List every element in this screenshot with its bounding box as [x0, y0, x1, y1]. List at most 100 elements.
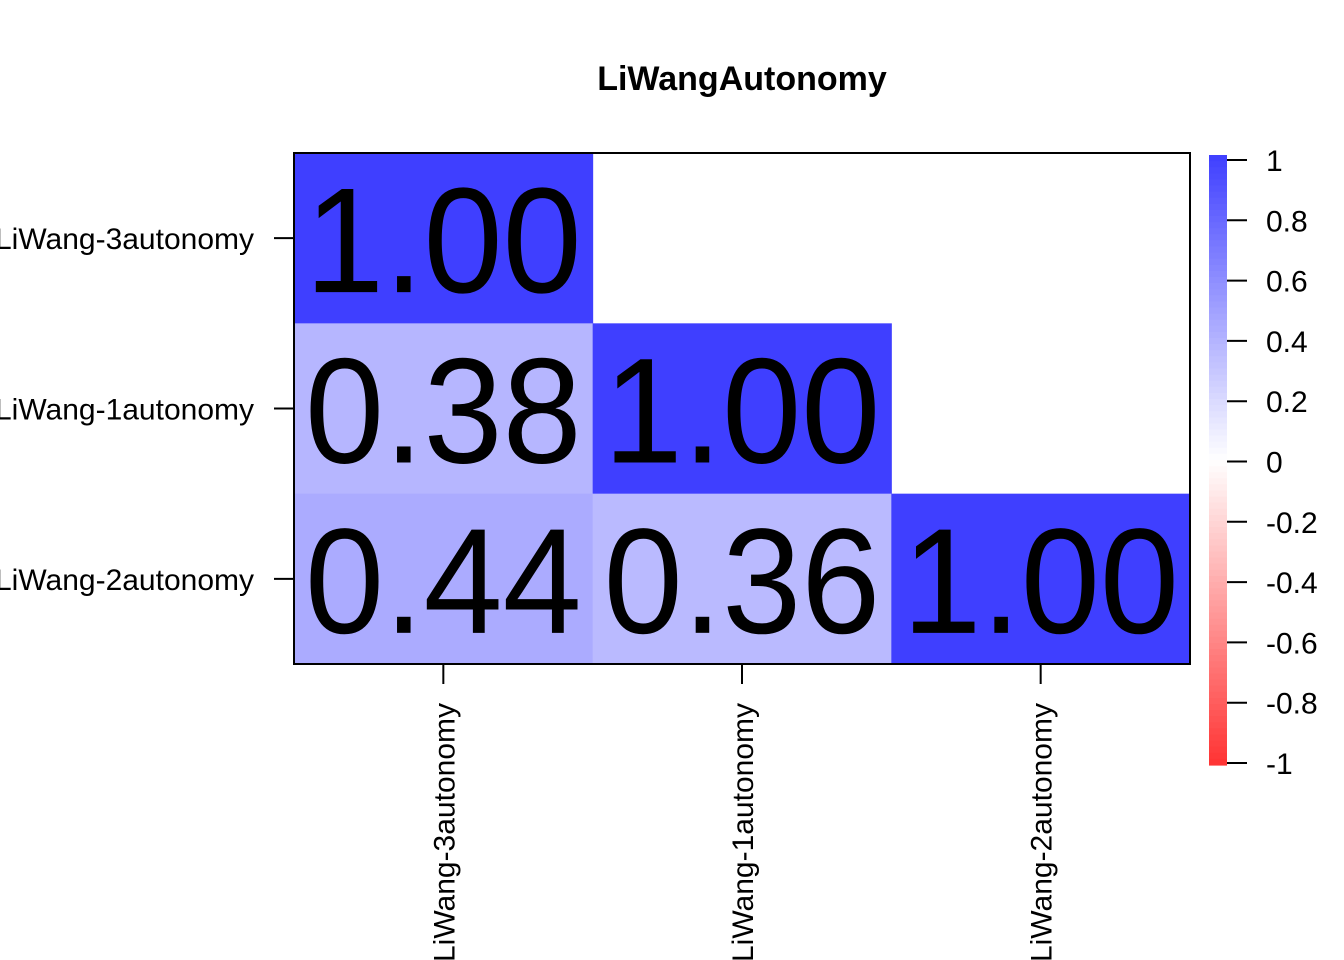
- color-legend: 1 0.8 0.6 0.4 0.2 0 -0.2 -0.4 -0.6 -0.8 -1: [1209, 145, 1318, 781]
- colorbar-segment: [1209, 710, 1227, 717]
- colorbar-segment: [1209, 167, 1227, 174]
- cell-value-label: 0.44: [305, 497, 582, 665]
- colorbar-tick-label: -0.4: [1266, 567, 1318, 600]
- colorbar-segment: [1209, 246, 1227, 254]
- colorbar-segment: [1209, 758, 1227, 766]
- column-labels: LiWang-3autonomy LiWang-1autonomy LiWang-2…: [428, 664, 1059, 960]
- colorbar-segment: [1209, 521, 1227, 528]
- colorbar-segment: [1209, 514, 1227, 522]
- colorbar-segment: [1209, 203, 1227, 211]
- colorbar-segment: [1209, 362, 1227, 370]
- colorbar-segment: [1209, 405, 1227, 412]
- colorbar-segment: [1209, 661, 1227, 668]
- colorbar-segment: [1209, 429, 1227, 437]
- colorbar-segment: [1209, 685, 1227, 693]
- colorbar-segment: [1209, 649, 1227, 656]
- colorbar-tick-label: 0.8: [1266, 205, 1308, 238]
- colorbar-segment: [1209, 222, 1227, 229]
- colorbar-tick-label: -0.2: [1266, 507, 1318, 540]
- colorbar-segment: [1209, 612, 1227, 620]
- colorbar-segment: [1209, 575, 1227, 583]
- colorbar-segment: [1209, 728, 1227, 736]
- colorbar-segment: [1209, 740, 1227, 748]
- colorbar-segment: [1209, 417, 1227, 424]
- colorbar-segment: [1209, 563, 1227, 571]
- colorbar-segment: [1209, 667, 1227, 675]
- colorbar-segment: [1209, 435, 1227, 443]
- colorbar-segment: [1209, 618, 1227, 626]
- row-label: LiWang-1autonomy: [0, 394, 254, 427]
- colorbar-segment: [1209, 545, 1227, 553]
- colorbar-segment: [1209, 386, 1227, 394]
- column-label: LiWang-3autonomy: [428, 703, 461, 960]
- column-label: LiWang-1autonomy: [727, 703, 760, 960]
- chart-title: LiWangAutonomy: [597, 60, 887, 98]
- colorbar-segment: [1209, 624, 1227, 632]
- colorbar-segment: [1209, 301, 1227, 309]
- colorbar-segment: [1209, 277, 1227, 284]
- colorbar-segment: [1209, 423, 1227, 431]
- colorbar-segment: [1209, 155, 1227, 162]
- colorbar-segment: [1209, 460, 1227, 467]
- colorbar-segment: [1209, 478, 1227, 485]
- cell-value-label: 0.38: [305, 327, 582, 495]
- colorbar-segment: [1209, 630, 1227, 638]
- colorbar-segment: [1209, 539, 1227, 546]
- colorbar-segment: [1209, 295, 1227, 302]
- colorbar-segment: [1209, 380, 1227, 388]
- colorbar-segment: [1209, 697, 1227, 705]
- colorbar-segment: [1209, 569, 1227, 577]
- colorbar-segment: [1209, 636, 1227, 644]
- colorbar-segment: [1209, 594, 1227, 601]
- colorbar-segment: [1209, 216, 1227, 223]
- colorbar-tick-label: -0.6: [1266, 627, 1318, 660]
- colorbar-tick-label: 1: [1266, 145, 1283, 178]
- cell-value-label: 1.00: [902, 497, 1179, 665]
- cell-value-label: 1.00: [305, 156, 582, 324]
- colorbar-segment: [1209, 557, 1227, 565]
- colorbar-segment: [1209, 264, 1227, 272]
- heatmap-cells: [294, 153, 1191, 665]
- colorbar-segment: [1209, 551, 1227, 559]
- row-label: LiWang-2autonomy: [0, 564, 254, 597]
- colorbar-segment: [1209, 374, 1227, 382]
- colorbar-segment: [1209, 350, 1227, 357]
- row-label: LiWang-3autonomy: [0, 223, 254, 256]
- colorbar-segment: [1209, 606, 1227, 614]
- colorbar-segment: [1209, 161, 1227, 168]
- colorbar-segment: [1209, 673, 1227, 681]
- colorbar-segment: [1209, 392, 1227, 400]
- colorbar-tick-label: 0.2: [1266, 386, 1308, 419]
- colorbar-segment: [1209, 289, 1227, 296]
- colorbar-segment: [1209, 752, 1227, 760]
- colorbar-segment: [1209, 691, 1227, 699]
- heatmap-cell: [294, 493, 594, 665]
- colorbar-segment: [1209, 338, 1227, 345]
- heatmap-cell: [294, 323, 594, 495]
- colorbar-segment: [1209, 356, 1227, 363]
- heatmap-cell: [294, 153, 594, 324]
- row-labels: LiWang-3autonomy LiWang-1autonomy LiWang-2…: [0, 223, 294, 597]
- colorbar-tick-label: 0: [1266, 447, 1283, 480]
- colorbar-segment: [1209, 441, 1227, 449]
- colorbar-segment: [1209, 368, 1227, 376]
- colorbar-segment: [1209, 307, 1227, 315]
- colorbar-segment: [1209, 258, 1227, 266]
- colorbar-segment: [1209, 447, 1227, 455]
- cell-value-label: 1.00: [604, 327, 881, 495]
- colorbar-segment: [1209, 240, 1227, 248]
- colorbar-segment: [1209, 533, 1227, 540]
- colorbar-segment: [1209, 527, 1227, 534]
- colorbar-segment: [1209, 496, 1227, 504]
- colorbar-segment: [1209, 270, 1227, 278]
- colorbar-segment: [1209, 319, 1227, 327]
- colorbar-segment: [1209, 185, 1227, 193]
- colorbar-segment: [1209, 209, 1227, 217]
- colorbar-segment: [1209, 179, 1227, 187]
- colorbar-segment: [1209, 643, 1227, 650]
- column-label: LiWang-2autonomy: [1026, 703, 1059, 960]
- colorbar-tick-label: -1: [1266, 748, 1293, 781]
- heatmap-cell: [891, 493, 1191, 665]
- colorbar-segment: [1209, 679, 1227, 687]
